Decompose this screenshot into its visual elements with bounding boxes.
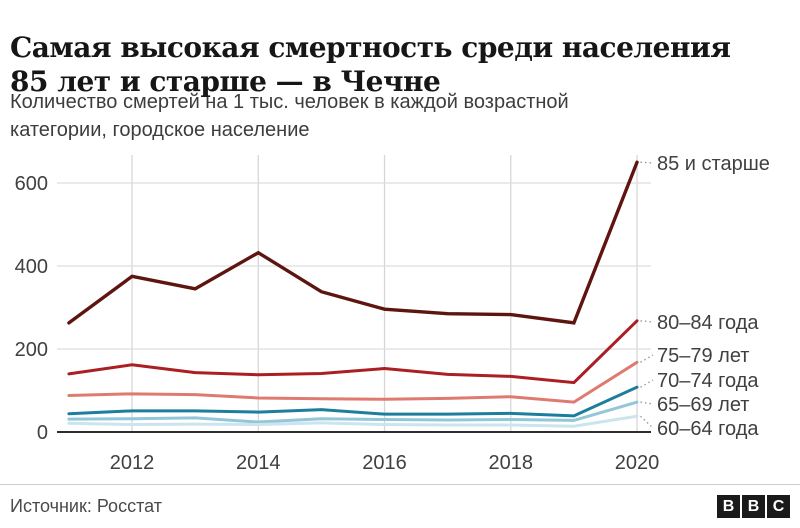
x-tick-2016: 2016 [362,452,407,474]
gridlines [57,155,651,432]
x-tick-2012: 2012 [110,452,155,474]
chart-title-line2: 85 лет и старше — в Чечне [10,64,441,98]
y-tick-600: 600 [15,173,48,195]
y-tick-200: 200 [15,339,48,361]
series-lines [67,160,639,428]
x-axis-labels: 2012 2014 2016 2018 2020 [110,452,660,474]
line-chart-svg: 0 200 400 600 2012 2014 2016 2018 2020 8… [15,153,770,474]
x-tick-2020: 2020 [615,452,660,474]
y-tick-0: 0 [37,422,48,444]
bbc-logo: B B C [717,495,790,518]
chart-subtitle-line2: категории, городское население [10,119,310,141]
source-credit: Источник: Росстат [10,496,162,516]
x-tick-2018: 2018 [489,452,534,474]
bbc-logo-letter-1: B [717,495,740,518]
series-label-80-84: 80–84 года [657,312,759,334]
chart-title-line1: Самая высокая смертность среди населения [10,30,731,64]
series-label-85-plus: 85 и старше [657,153,770,175]
series-label-60-64: 60–64 года [657,418,759,440]
series-label-65-69: 65–69 лет [657,394,749,416]
chart-subtitle: Количество смертей на 1 тыс. человек в к… [10,88,770,144]
chart-title: Самая высокая смертность среди населения… [10,31,790,99]
chart-subtitle-line1: Количество смертей на 1 тыс. человек в к… [10,91,569,113]
y-axis-labels: 0 200 400 600 [15,173,48,444]
bbc-logo-letter-2: B [742,495,765,518]
line-chart: 0 200 400 600 2012 2014 2016 2018 2020 8… [0,140,800,480]
series-label-70-74: 70–74 года [657,370,759,392]
series-end-labels: 85 и старше 80–84 года 75–79 лет 70–74 г… [657,153,770,440]
y-tick-400: 400 [15,256,48,278]
series-label-75-79: 75–79 лет [657,345,749,367]
footer: Источник: Росстат B B C [0,484,800,528]
bbc-logo-letter-3: C [767,495,790,518]
x-tick-2014: 2014 [236,452,281,474]
label-leader-lines [640,161,654,429]
